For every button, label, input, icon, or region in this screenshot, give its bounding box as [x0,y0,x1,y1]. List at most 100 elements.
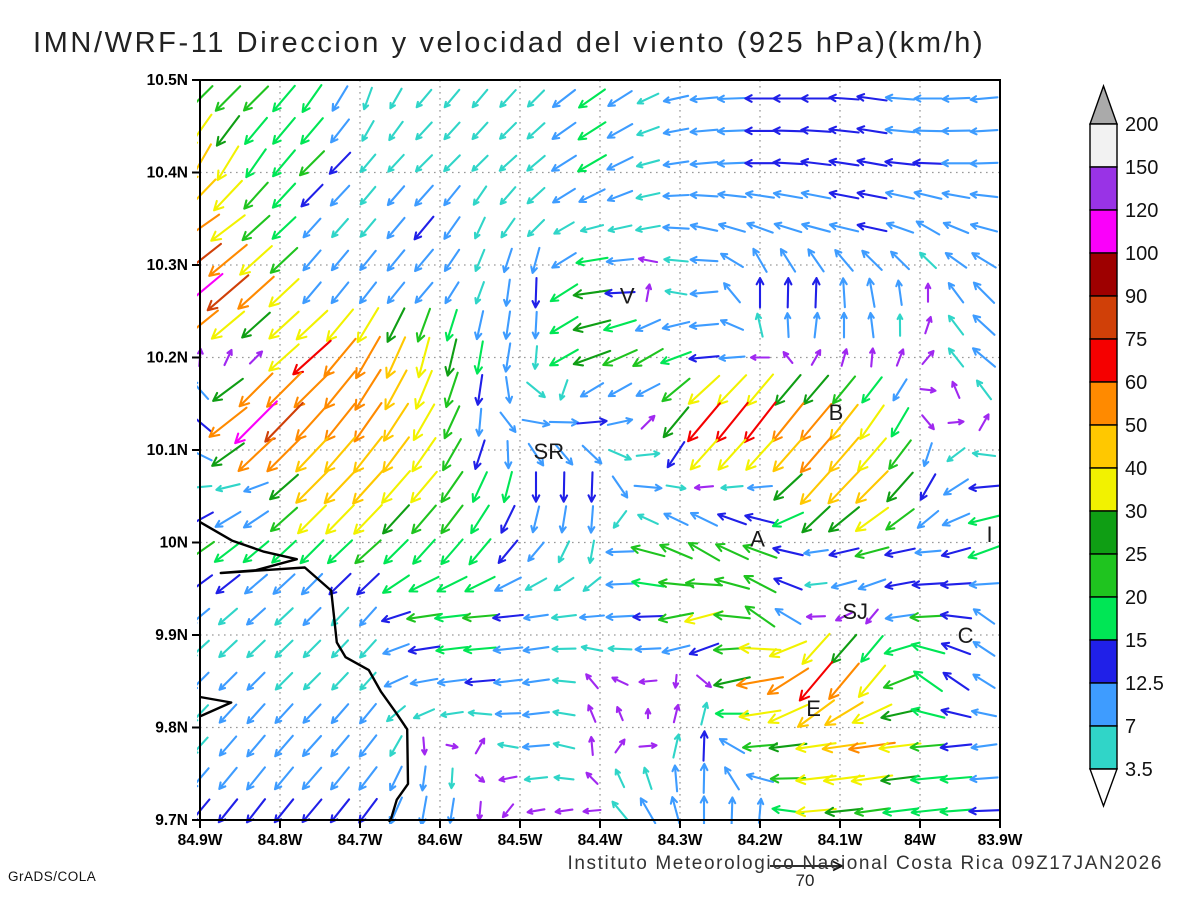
wind-arrow [828,93,860,103]
wind-arrow [359,671,377,691]
wind-arrow [531,471,541,503]
colorbar-box [1089,166,1118,211]
wind-arrow [607,224,633,234]
wind-arrow [359,702,377,725]
wind-arrow [612,510,628,529]
wind-arrow [882,807,918,817]
wind-arrow [409,677,439,687]
wind-arrow [415,121,433,141]
wind-arrow [657,612,695,624]
wind-arrow [268,343,300,372]
wind-arrow [553,221,575,235]
wind-arrow [880,774,920,785]
colorbar-label: 120 [1125,200,1158,222]
wind-arrow [720,252,744,269]
wind-arrow [968,580,1000,589]
wind-arrow [942,671,970,691]
x-tick-label: 84.3W [658,832,703,849]
wind-arrow [672,673,680,689]
x-tick-label: 84.6W [418,832,463,849]
city-label: I [987,522,993,547]
wind-arrow [672,733,682,759]
wind-arrow [246,607,266,626]
wind-arrow [824,701,864,726]
wind-arrow [699,730,709,762]
wind-arrow [746,221,774,234]
wind-arrow [662,94,690,104]
wind-arrow [581,444,603,465]
wind-arrow [411,437,437,473]
wind-arrow [856,222,888,233]
wind-arrow [605,547,635,557]
colorbar-label: 15 [1125,630,1147,652]
wind-arrow [888,439,912,470]
wind-arrow [638,742,658,749]
wind-arrow [242,510,270,529]
wind-arrow [579,224,605,234]
colorbar-box [1089,596,1118,641]
wind-arrow [444,338,458,377]
wind-arrow [444,308,458,342]
wind-arrow [666,441,686,469]
wind-arrow [389,735,403,757]
wind-arrow [913,94,943,103]
wind-arrow [474,373,484,406]
wind-arrow [658,578,694,588]
wind-arrow [607,382,633,398]
wind-arrow [635,450,661,458]
wind-arrow [526,186,546,205]
wind-arrow [443,185,461,207]
wind-arrow [738,709,782,721]
wind-arrow [359,249,377,271]
wind-arrow [615,706,624,722]
wind-arrow [407,645,441,655]
wind-arrow [358,734,378,758]
wind-arrow [435,645,469,655]
reference-arrow-glyph [770,860,844,872]
wind-arrow [551,154,577,172]
wind-arrow [501,803,515,819]
wind-arrow [969,95,999,104]
wind-arrow [462,612,498,623]
wind-arrow [473,216,486,240]
wind-arrow [408,575,440,593]
wind-arrow [713,576,751,590]
wind-arrow [211,442,245,467]
wind-arrow [214,85,242,112]
wind-arrow [779,248,797,273]
wind-arrow [857,664,887,698]
wind-arrow [754,312,764,338]
wind-arrow [851,703,893,725]
wind-arrow [387,153,405,173]
wind-arrow [665,484,687,492]
wind-arrow [497,741,519,749]
wind-arrow [237,437,275,473]
wind-arrow [274,639,294,659]
wind-arrow [614,768,626,789]
wind-arrow [328,151,352,175]
wind-arrow [215,115,241,147]
wind-arrow [720,484,744,491]
wind-arrow [672,703,681,724]
wind-arrow [689,511,719,527]
wind-arrow [295,470,329,504]
wind-arrow [827,469,861,505]
wind-arrow [924,282,932,303]
wind-arrow [828,189,860,200]
colorbar-label: 100 [1125,243,1158,265]
wind-arrow [975,379,993,401]
wind-arrow [663,512,689,526]
wind-arrow [972,673,996,689]
wind-arrow [502,247,513,274]
wind-arrow [631,578,665,588]
colorbar-box [1089,639,1118,684]
wind-arrow [300,117,324,145]
wind-arrow [633,483,663,492]
wind-arrow [445,742,459,750]
wind-arrow [605,612,635,621]
colorbar-box [1089,725,1118,770]
wind-arrow [526,218,546,238]
wind-arrow [642,766,653,790]
y-tick-label: 10.4N [147,165,188,182]
wind-arrow [854,807,890,817]
